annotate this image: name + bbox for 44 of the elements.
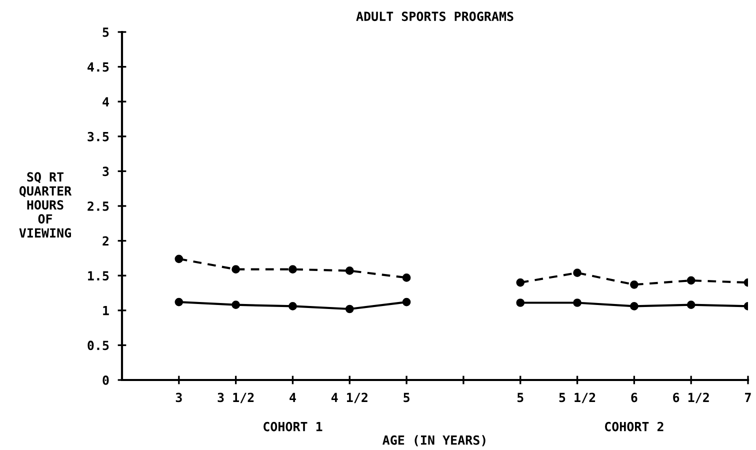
point: [686, 300, 696, 309]
y-tick-label: 1: [103, 306, 109, 316]
y-axis-title: SQ RT QUARTER HOURS OF VIEWING: [19, 172, 72, 238]
point: [288, 265, 297, 274]
point: [402, 274, 411, 282]
y-tick-label: 4: [102, 97, 109, 106]
point: [573, 298, 582, 307]
y-tick-label: 0.5: [88, 340, 109, 350]
point: [232, 265, 240, 274]
y-tick-label: 4.5: [88, 62, 109, 72]
point: [686, 276, 696, 285]
point: [573, 268, 582, 277]
y-tick-label: 2: [102, 236, 108, 246]
x-tick-label: 6 1/2: [673, 392, 709, 404]
y-tick-label: 3: [102, 166, 109, 176]
point: [174, 254, 184, 264]
x-tick-label: 7: [745, 392, 751, 402]
chart-title: ADULT SPORTS PROGRAMS: [356, 12, 514, 22]
x-tick-label: 6: [631, 392, 638, 402]
x-tick-label: 5 1/2: [559, 392, 596, 404]
text: COHORT 2: [605, 422, 664, 432]
x-tick-label: 3 1/2: [218, 392, 254, 404]
x-tick-label: 3: [176, 392, 182, 402]
point: [516, 278, 525, 287]
point: [345, 304, 354, 314]
x-tick-label: 5: [404, 392, 410, 402]
y-tick-label: 1.5: [88, 271, 109, 281]
point: [345, 266, 354, 275]
x-tick-label: 4: [290, 392, 296, 402]
x-axis-title: AGE (IN YEARS): [382, 435, 486, 446]
y-tick-label: 3.5: [88, 132, 109, 142]
point: [402, 298, 411, 306]
text: COHORT 1: [264, 422, 322, 432]
y-tick-label: 5: [102, 28, 109, 37]
point: [288, 302, 297, 310]
point: [174, 298, 184, 306]
point: [630, 280, 638, 289]
y-tick-label: 2.5: [88, 201, 109, 211]
point: [232, 300, 240, 309]
x-tick-label: 4 1/2: [331, 392, 368, 404]
point: [516, 298, 525, 307]
x-tick-label: 5: [517, 392, 524, 402]
y-tick-label: 0: [102, 375, 109, 385]
point: [630, 302, 638, 310]
